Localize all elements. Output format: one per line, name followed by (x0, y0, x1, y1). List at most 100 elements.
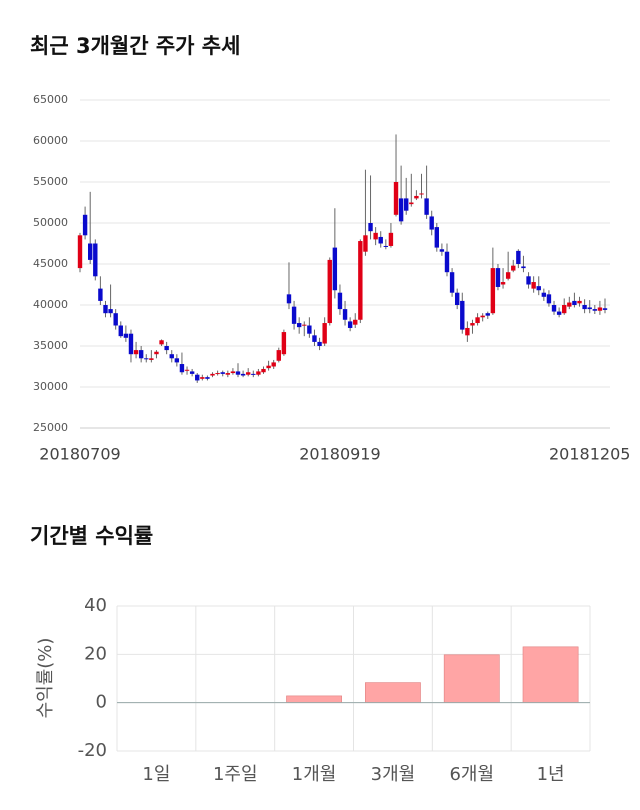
candle-body (602, 308, 608, 310)
y-tick-label: 55000 (33, 175, 68, 188)
candle-body (551, 305, 557, 312)
bar (443, 654, 500, 703)
candle-body (200, 377, 205, 379)
candle-body (327, 259, 332, 324)
candle-body (465, 327, 470, 336)
candle-body (475, 317, 480, 324)
candle-body (108, 309, 113, 314)
candle-body (240, 373, 246, 376)
candle-body (342, 309, 348, 320)
x-tick-label: 20180709 (39, 445, 120, 464)
candle-body (256, 371, 261, 375)
candle-body (378, 236, 383, 244)
candle-body (531, 282, 536, 289)
candle-body (164, 346, 169, 351)
candle-body (220, 372, 225, 374)
y-tick-label: 45000 (33, 257, 68, 270)
candle-body (526, 276, 531, 285)
x-tick-label: 6개월 (449, 764, 494, 785)
x-tick-label: 20180919 (299, 445, 380, 464)
y-axis-label: 수익률(%) (35, 638, 56, 719)
y-tick-label: 25000 (33, 421, 68, 434)
candle-body (195, 374, 200, 381)
candle-body (93, 243, 98, 277)
candle-body (251, 373, 256, 375)
bar (286, 695, 342, 703)
candle-body (490, 268, 496, 314)
x-tick-label: 1주일 (213, 764, 258, 785)
candle-body (582, 305, 587, 310)
candle-body (154, 351, 159, 355)
candle-body (556, 311, 562, 315)
y-tick-label: 50000 (33, 216, 68, 229)
candle-body (210, 373, 215, 376)
candle-body (414, 195, 419, 199)
candle-body (485, 313, 490, 316)
candle-body (470, 323, 475, 326)
candle-body (536, 286, 541, 291)
candle-body (572, 300, 577, 305)
candle-body (246, 372, 251, 375)
candle-body (434, 227, 439, 248)
candle-body (368, 223, 373, 232)
candle-body (587, 307, 592, 310)
candle-body (144, 358, 149, 360)
candle-body (567, 302, 572, 307)
candle-body (215, 373, 220, 375)
bar (365, 682, 421, 703)
candle-body (174, 358, 180, 363)
y-tick-label: 30000 (33, 380, 68, 393)
candle-body (439, 249, 445, 252)
y-tick-label: 65000 (33, 93, 68, 106)
candle-body (98, 288, 103, 301)
y-tick-label: 20 (84, 643, 107, 664)
candle-body (291, 306, 297, 324)
candle-body (424, 198, 429, 215)
candle-body (179, 364, 185, 373)
x-tick-label: 1일 (142, 764, 170, 785)
x-tick-label: 20181205 (549, 445, 630, 464)
candle-body (77, 235, 83, 269)
candle-body (103, 305, 108, 314)
candle-body (113, 313, 118, 326)
candle-body (373, 232, 378, 240)
candle-body (500, 282, 506, 285)
candle-body (577, 300, 582, 304)
candle-body (541, 292, 547, 297)
candle-body (312, 335, 317, 342)
candle-body (317, 341, 322, 346)
y-tick-label: 60000 (33, 134, 68, 147)
candle-body (82, 214, 88, 236)
candle-body (398, 198, 404, 222)
candle-body (235, 371, 241, 375)
candle-body (286, 294, 292, 304)
candle-body (546, 294, 552, 304)
candle-body (149, 358, 154, 360)
candle-body (429, 216, 434, 230)
candle-body (138, 350, 144, 359)
x-tick-label: 1개월 (292, 764, 337, 785)
candle-body (133, 350, 139, 355)
candle-body (205, 377, 210, 379)
candle-body (409, 202, 414, 205)
candle-body (480, 315, 485, 318)
y-tick-label: 40000 (33, 298, 68, 311)
x-tick-label: 1년 (537, 764, 565, 785)
candle-body (521, 266, 526, 269)
candle-body (393, 182, 399, 215)
y-tick-label: 0 (96, 692, 107, 713)
candle-body (230, 371, 236, 374)
candle-body (225, 373, 231, 375)
candle-body (495, 268, 501, 287)
candle-body (454, 292, 460, 305)
candle-body (358, 241, 363, 320)
y-tick-label: 40 (84, 595, 107, 616)
x-tick-label: 3개월 (371, 764, 416, 785)
candle-body (189, 371, 195, 374)
candle-body (388, 232, 394, 246)
candle-body (281, 332, 287, 355)
candle-body (460, 300, 465, 330)
candle-body (296, 323, 302, 328)
candle-body (276, 350, 281, 361)
